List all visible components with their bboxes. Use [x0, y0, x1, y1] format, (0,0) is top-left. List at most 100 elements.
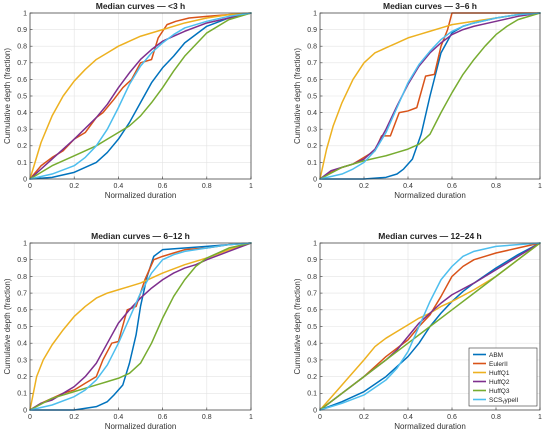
- x-tick-label: 0.4: [114, 414, 124, 421]
- y-tick-label: 0: [23, 407, 27, 414]
- y-tick-label: 0.4: [307, 341, 317, 348]
- series-line-scstypeii: [29, 12, 252, 180]
- y-tick-label: 0.4: [307, 110, 317, 117]
- axes-box: [29, 12, 252, 180]
- y-tick-label: 0.9: [307, 27, 317, 34]
- chart-title: Median curves — <3 h: [96, 1, 186, 11]
- x-tick-label: 1: [249, 414, 253, 421]
- y-tick-label: 0.6: [307, 307, 317, 314]
- y-tick-label: 0.5: [307, 324, 317, 331]
- x-tick-label: 0: [28, 414, 32, 421]
- y-tick-label: 1: [23, 10, 27, 17]
- y-tick-label: 0.5: [17, 324, 27, 331]
- y-tick-label: 0.9: [17, 27, 27, 34]
- y-tick-label: 1: [313, 10, 317, 17]
- y-tick-label: 0.8: [17, 44, 27, 51]
- axes-box: [319, 12, 541, 180]
- chart-panel-4: 0 0.1 0.2 0.3 0.4 0.5 0.6 0.7 0.8 0.9 1 0 0.2 0.4 0.6 0…: [293, 231, 542, 431]
- y-tick-label: 1: [313, 240, 317, 247]
- legend-label-huffq3: HuffQ3: [489, 388, 510, 395]
- y-axis-label: Cumulative depth (fraction): [293, 48, 302, 144]
- x-tick-label: 0.4: [403, 183, 413, 190]
- x-tick-label: 0.6: [158, 414, 168, 421]
- chart-title: Median curves — 6–12 h: [91, 231, 190, 241]
- legend-label-huffq2: HuffQ2: [489, 379, 510, 386]
- axes-box: [29, 242, 252, 411]
- chart-panel-3: 0 0.1 0.2 0.3 0.4 0.5 0.6 0.7 0.8 0.9 1 0 0.2 0.4 0.6 0…: [3, 231, 253, 431]
- x-tick-label: 0.2: [359, 183, 369, 190]
- x-tick-label: 0.8: [202, 414, 212, 421]
- y-tick-label: 0.7: [17, 60, 27, 67]
- legend-label-huffq1: HuffQ1: [489, 370, 510, 377]
- series-line-huffq1: [29, 242, 252, 411]
- y-tick-label: 0.6: [17, 307, 27, 314]
- y-tick-label: 0.2: [307, 143, 317, 150]
- chart-title: Median curves — 12–24 h: [378, 231, 481, 241]
- y-tick-label: 0.5: [307, 93, 317, 100]
- series-line-abm: [319, 242, 541, 411]
- series-line-abm: [29, 12, 252, 180]
- y-tick-label: 0.8: [17, 274, 27, 281]
- legend: ABM EulerII HuffQ1 HuffQ2 HuffQ3 SCSᵧypeII: [468, 347, 538, 407]
- x-tick-label: 1: [538, 414, 542, 421]
- x-axis-label: Normalized duration: [105, 191, 177, 200]
- x-tick-label: 0.2: [69, 414, 79, 421]
- y-tick-label: 0.3: [307, 357, 317, 364]
- legend-label-abm: ABM: [489, 352, 503, 359]
- x-tick-label: 0.6: [158, 183, 168, 190]
- x-tick-label: 0.2: [359, 414, 369, 421]
- y-tick-label: 0.1: [17, 160, 27, 167]
- y-tick-label: 0.6: [307, 77, 317, 84]
- x-tick-label: 1: [249, 183, 253, 190]
- x-tick-label: 0.4: [403, 414, 413, 421]
- y-tick-label: 0.6: [17, 77, 27, 84]
- y-tick-label: 1: [23, 240, 27, 247]
- y-tick-label: 0.2: [307, 374, 317, 381]
- series-line-huffq1: [29, 12, 252, 180]
- x-tick-label: 0: [28, 183, 32, 190]
- series-line-huffq2: [29, 12, 252, 180]
- x-axis-label: Normalized duration: [394, 191, 466, 200]
- series-line-huffq3: [29, 12, 252, 180]
- x-tick-label: 0.8: [202, 183, 212, 190]
- y-tick-label: 0.1: [307, 391, 317, 398]
- y-tick-label: 0: [313, 176, 317, 183]
- x-tick-label: 0.8: [491, 183, 501, 190]
- y-tick-label: 0.2: [17, 143, 27, 150]
- legend-box: [468, 347, 538, 407]
- y-tick-label: 0: [23, 176, 27, 183]
- x-axis-label: Normalized duration: [394, 422, 466, 431]
- series-line-huffq1: [319, 242, 541, 411]
- y-tick-label: 0.3: [17, 357, 27, 364]
- series-line-huffq2: [29, 242, 252, 411]
- x-tick-label: 0.2: [69, 183, 79, 190]
- series-line-huffq3: [319, 12, 541, 180]
- y-tick-label: 0.3: [17, 127, 27, 134]
- x-tick-label: 1: [538, 183, 542, 190]
- y-tick-label: 0: [313, 407, 317, 414]
- x-axis-label: Normalized duration: [105, 422, 177, 431]
- series-line-huffq3: [319, 242, 541, 411]
- x-tick-label: 0.6: [447, 414, 457, 421]
- x-tick-label: 0.4: [114, 183, 124, 190]
- series-line-huffq1: [319, 12, 541, 180]
- y-tick-label: 0.1: [307, 160, 317, 167]
- y-tick-label: 0.7: [307, 60, 317, 67]
- series-line-abm: [29, 242, 252, 411]
- y-tick-label: 0.8: [307, 44, 317, 51]
- series-line-scstypeii: [319, 242, 541, 411]
- y-tick-label: 0.7: [307, 291, 317, 298]
- y-tick-label: 0.4: [17, 341, 27, 348]
- x-tick-label: 0: [318, 183, 322, 190]
- y-tick-label: 0.8: [307, 274, 317, 281]
- y-tick-label: 0.5: [17, 93, 27, 100]
- series-line-eulerii: [29, 12, 252, 180]
- chart-title: Median curves — 3–6 h: [383, 1, 477, 11]
- y-tick-label: 0.9: [307, 257, 317, 264]
- series-line-eulerii: [319, 242, 541, 411]
- y-tick-label: 0.2: [17, 374, 27, 381]
- x-tick-label: 0.8: [491, 414, 501, 421]
- legend-label-eulerii: EulerII: [489, 361, 508, 368]
- y-axis-label: Cumulative depth (fraction): [293, 278, 302, 374]
